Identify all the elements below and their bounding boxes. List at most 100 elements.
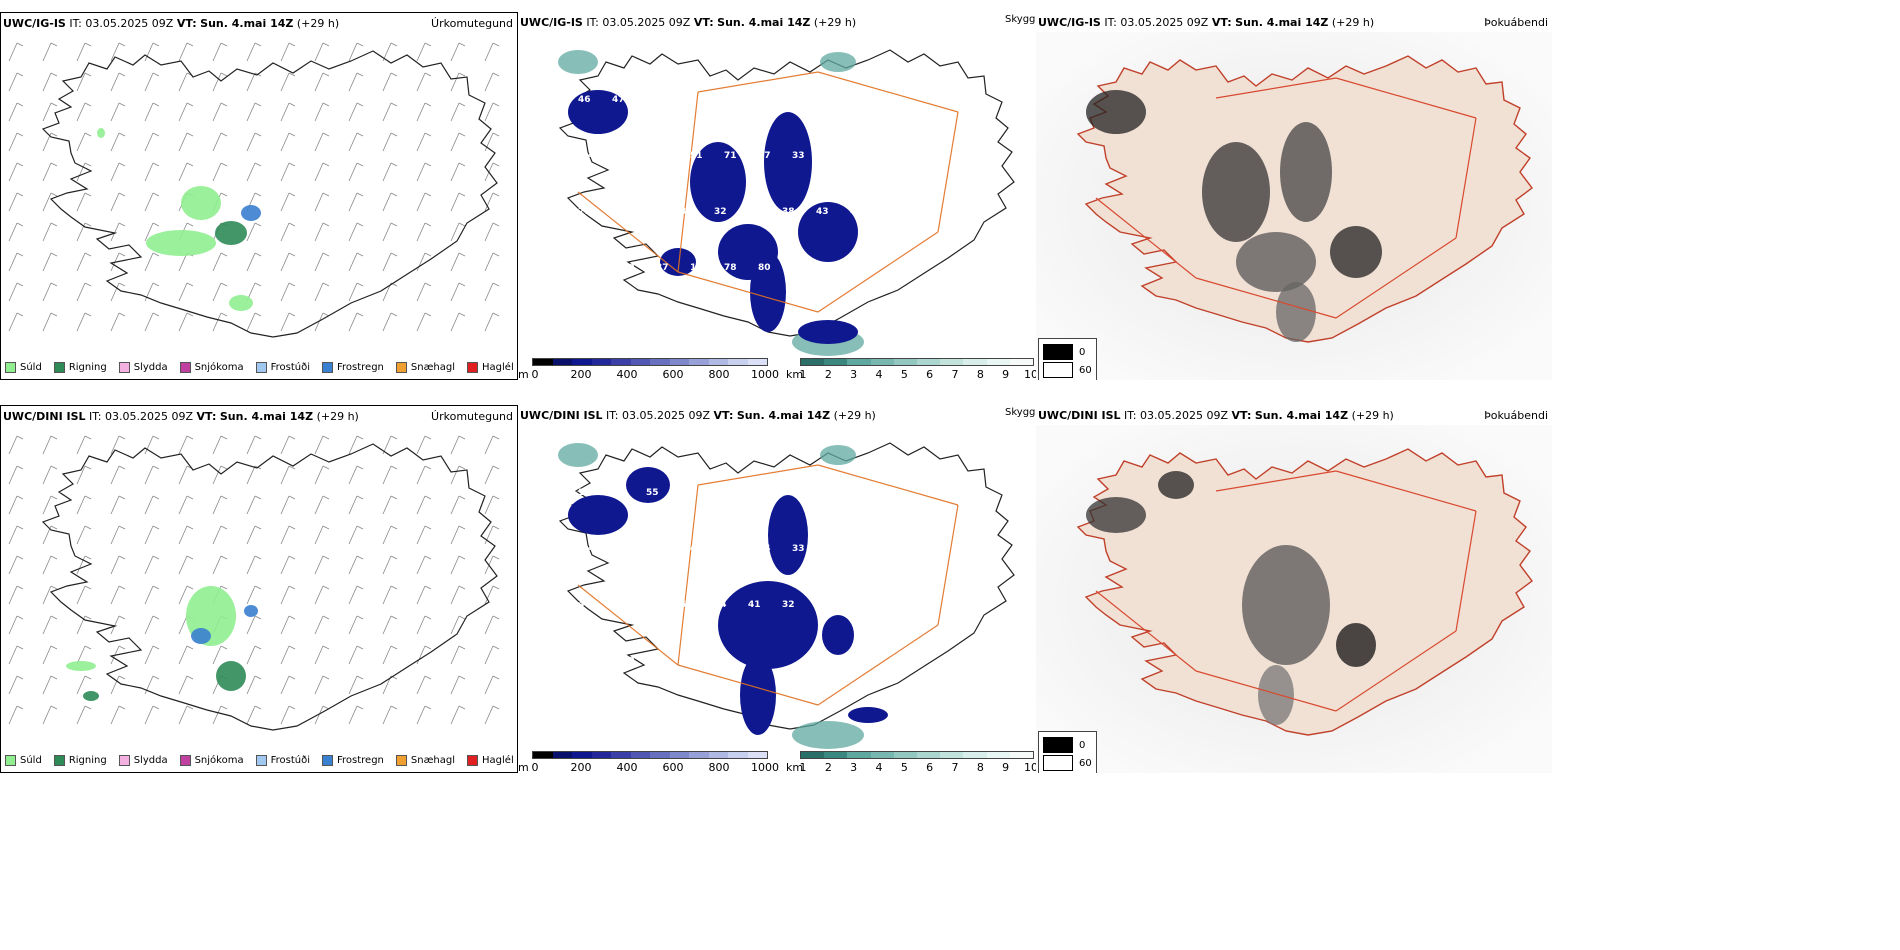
colorbar-tick: 7 <box>951 368 959 380</box>
precip-patch <box>244 605 258 617</box>
legend-item: Rigning <box>53 362 107 373</box>
cloud-base-value: 41 <box>816 488 829 498</box>
legend-label: Rigning <box>68 362 107 373</box>
visibility-title-1: Skyggni <box>1005 14 1045 25</box>
fog-patch <box>1280 122 1332 222</box>
cloud-base-value: 37 <box>758 151 771 161</box>
legend-swatch <box>395 755 407 766</box>
legend-swatch <box>179 362 191 373</box>
legend-item: Súld <box>5 755 42 766</box>
vis-patch <box>558 50 598 74</box>
colorbar-tick: 1000 <box>751 761 779 773</box>
cloud-base-value: 30 <box>680 207 693 217</box>
legend-item: Haglél <box>467 362 514 373</box>
vis-patch <box>820 445 856 465</box>
colorbar-tick: 9 <box>1002 368 1010 380</box>
cloud-base-value: 41 <box>826 151 839 161</box>
cloud-patch <box>768 495 808 575</box>
cloud-base-value: 50 <box>622 263 635 273</box>
colorbar-tick: 1 <box>799 761 807 773</box>
cloud-base-value: 135 <box>656 544 675 554</box>
legend-item: Slydda <box>118 755 168 766</box>
cloudbase-header-2: UWC/DINI ISL IT: 03.05.2025 09Z VT: Sun.… <box>520 409 876 422</box>
colorbar-tick: 5 <box>900 368 908 380</box>
legend-item: Rigning <box>53 755 107 766</box>
fog-areas <box>1086 471 1376 725</box>
colorbar-tick: 10 <box>1024 761 1036 773</box>
legend-swatch <box>179 755 191 766</box>
colorbar-tick: 2 <box>824 761 832 773</box>
fog-patch <box>1242 545 1330 665</box>
fog-patch <box>1202 142 1270 242</box>
cloud-base-areas <box>568 90 858 344</box>
visibility-title-2: Skyggni <box>1005 407 1045 418</box>
cloud-base-value: 34 <box>826 263 839 273</box>
cloud-base-value: 53 <box>850 488 863 498</box>
legend-label: Snæhagl <box>410 362 456 373</box>
precip-title: Úrkomutegund <box>431 410 513 423</box>
cloud-base-value: 46 <box>578 95 591 105</box>
roads <box>577 71 959 313</box>
legend-label: Haglél <box>482 362 514 373</box>
colorbar-tick: 600 <box>662 368 684 380</box>
colorbar-tick: 200 <box>570 761 592 773</box>
cloud-base-value: 33 <box>792 544 805 554</box>
fog-patch <box>1330 226 1382 278</box>
cloud-base-value: 86 <box>714 488 727 498</box>
legend-swatch <box>5 755 16 766</box>
cloud-patch <box>798 320 858 344</box>
cloud-base-value: 29 <box>646 207 659 217</box>
cloud-base-labels: 46 47 60 53 63 58 38 57 67 42 54 47 51 71 37 33 41 49 28 30… <box>578 95 873 273</box>
precip-map <box>8 435 500 731</box>
cloud-patch <box>764 112 812 212</box>
colorbar-tick: 400 <box>616 761 638 773</box>
legend-label: Frostúði <box>270 755 310 766</box>
legend-label: Snæhagl <box>410 755 456 766</box>
colorbar-tick: 1000 <box>751 368 779 380</box>
colorbar-strip <box>800 751 1034 759</box>
cloud-base-value: 144 <box>578 488 597 498</box>
legend-item: Snæhagl <box>395 362 456 373</box>
fog-legend: 0 60 <box>1038 338 1097 380</box>
cloud-base-value: 54 <box>622 151 635 161</box>
colorbar-tick: 3 <box>850 761 858 773</box>
cloud-base-value: 34 <box>758 544 771 554</box>
legend-swatch <box>5 362 16 373</box>
cloud-base-value: 34 <box>714 600 727 610</box>
colorbar-tick: 4 <box>875 368 883 380</box>
fog-legend: 0 60 <box>1038 731 1097 773</box>
fog-header-1: UWC/IG-IS IT: 03.05.2025 09Z VT: Sun. 4.… <box>1038 16 1548 29</box>
colorbar-tick: 8 <box>976 761 984 773</box>
cloud-base-value: 49 <box>860 151 873 161</box>
colorbar-tick: 10 <box>1024 368 1036 380</box>
legend-swatch <box>118 755 130 766</box>
cloud-base-value: 53 <box>680 95 693 105</box>
cloud-base-value: 64 <box>680 488 693 498</box>
cloud-base-value: 58 <box>748 95 761 105</box>
cloud-patch <box>568 90 628 134</box>
fog-patch <box>1336 623 1376 667</box>
cloud-base-value: 106 <box>588 656 607 666</box>
colorbar-tick: 6 <box>926 368 934 380</box>
legend-label: Súld <box>20 362 42 373</box>
precip-title: Úrkomutegund <box>431 17 513 30</box>
low-visibility-areas <box>558 443 864 749</box>
precip-areas <box>66 586 258 701</box>
cloud-patch <box>690 142 746 222</box>
legend-item: Súld <box>5 362 42 373</box>
cloud-base-value: 42 <box>690 544 703 554</box>
legend-swatch <box>467 755 479 766</box>
cloud-base-value: 80 <box>612 600 625 610</box>
legend-label: Haglél <box>482 755 514 766</box>
colorbar-unit: m <box>518 761 529 773</box>
cloud-base-value: 60 <box>646 95 659 105</box>
legend-item: Slydda <box>118 362 168 373</box>
precip-patch <box>97 128 105 138</box>
visibility-colorbar: km 1 2 3 4 5 6 7 8 9 10 <box>786 358 1036 380</box>
wind-barbs <box>8 435 500 725</box>
cloudbase-map: 46 47 60 53 63 58 38 57 67 42 54 47 51 71 37 33 41 49 28 30… <box>558 49 1015 356</box>
cloudbase-header-1: UWC/IG-IS IT: 03.05.2025 09Z VT: Sun. 4.… <box>520 16 857 29</box>
cloud-base-value: 30 <box>612 207 625 217</box>
precip-patch <box>146 230 216 256</box>
cloud-base-value: 39 <box>724 544 737 554</box>
